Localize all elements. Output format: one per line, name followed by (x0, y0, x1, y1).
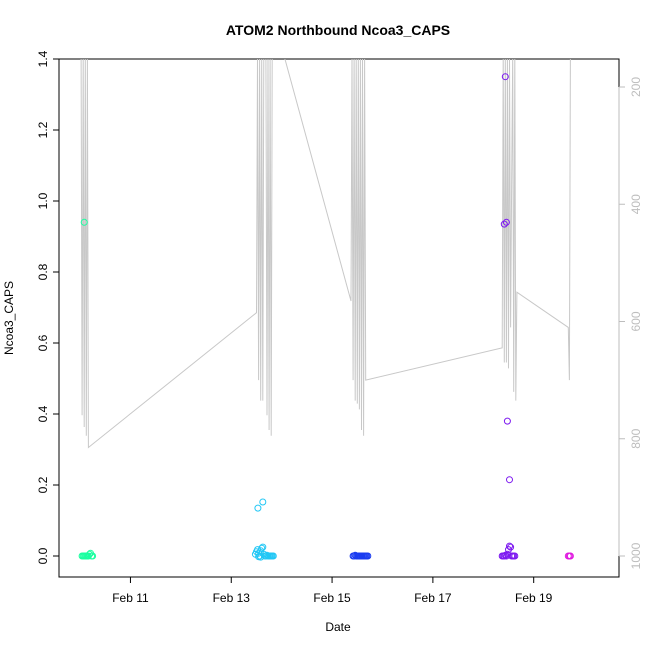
x-axis-label: Date (325, 620, 351, 634)
data-point (506, 476, 513, 484)
y-tick-label: 0.6 (36, 334, 50, 351)
y2-tick-label: 200 (629, 77, 643, 97)
y-tick-label: 1.4 (36, 50, 50, 67)
data-point (502, 218, 510, 226)
x-axis: Feb 11 Feb 13 Feb 15 Feb 17 Feb 19 (112, 577, 553, 605)
data-point (89, 552, 97, 560)
y-tick-label: 1.2 (36, 121, 50, 138)
data-point (507, 543, 515, 551)
data-point (254, 504, 262, 512)
data-point (80, 218, 88, 226)
y2-tick-label: 800 (629, 428, 643, 448)
chart-title: ATOM2 Northbound Ncoa3_CAPS (226, 22, 450, 38)
data-point (364, 552, 372, 560)
y2-tick-label: 600 (629, 311, 643, 331)
points-layer (78, 73, 574, 561)
x-tick-label: Feb 11 (112, 591, 149, 605)
data-point (501, 73, 509, 81)
y-tick-label: 1.0 (36, 192, 50, 209)
y-axis-label: Ncoa3_CAPS (2, 281, 16, 355)
data-point (506, 542, 513, 550)
x-tick-label: Feb 19 (515, 591, 553, 605)
x-tick-label: Feb 13 (213, 591, 251, 605)
data-point (258, 544, 266, 552)
x-tick-label: Feb 15 (313, 591, 351, 605)
y-tick-label: 0.8 (36, 263, 50, 280)
data-point (503, 417, 511, 425)
data-point (500, 220, 508, 228)
x-tick-label: Feb 17 (414, 591, 452, 605)
y-tick-label: 0.2 (36, 476, 50, 493)
data-point (257, 553, 265, 561)
y-tick-label: 0.0 (36, 547, 50, 564)
data-point (566, 552, 574, 560)
y-axis: 0.0 0.2 0.4 0.6 0.8 1.0 1.2 1.4 (36, 50, 60, 564)
depth-line (80, 59, 571, 449)
y2-tick-label: 1000 (629, 542, 643, 569)
data-point (511, 552, 519, 560)
data-point (259, 498, 267, 506)
depth-line-layer (80, 59, 571, 449)
y-tick-label: 0.4 (36, 405, 50, 422)
secondary-y-axis: 200 400 600 800 1000 (618, 77, 643, 569)
data-point (259, 543, 267, 551)
data-point (269, 552, 277, 560)
y2-tick-label: 400 (629, 194, 643, 214)
plot-frame (58, 58, 620, 578)
